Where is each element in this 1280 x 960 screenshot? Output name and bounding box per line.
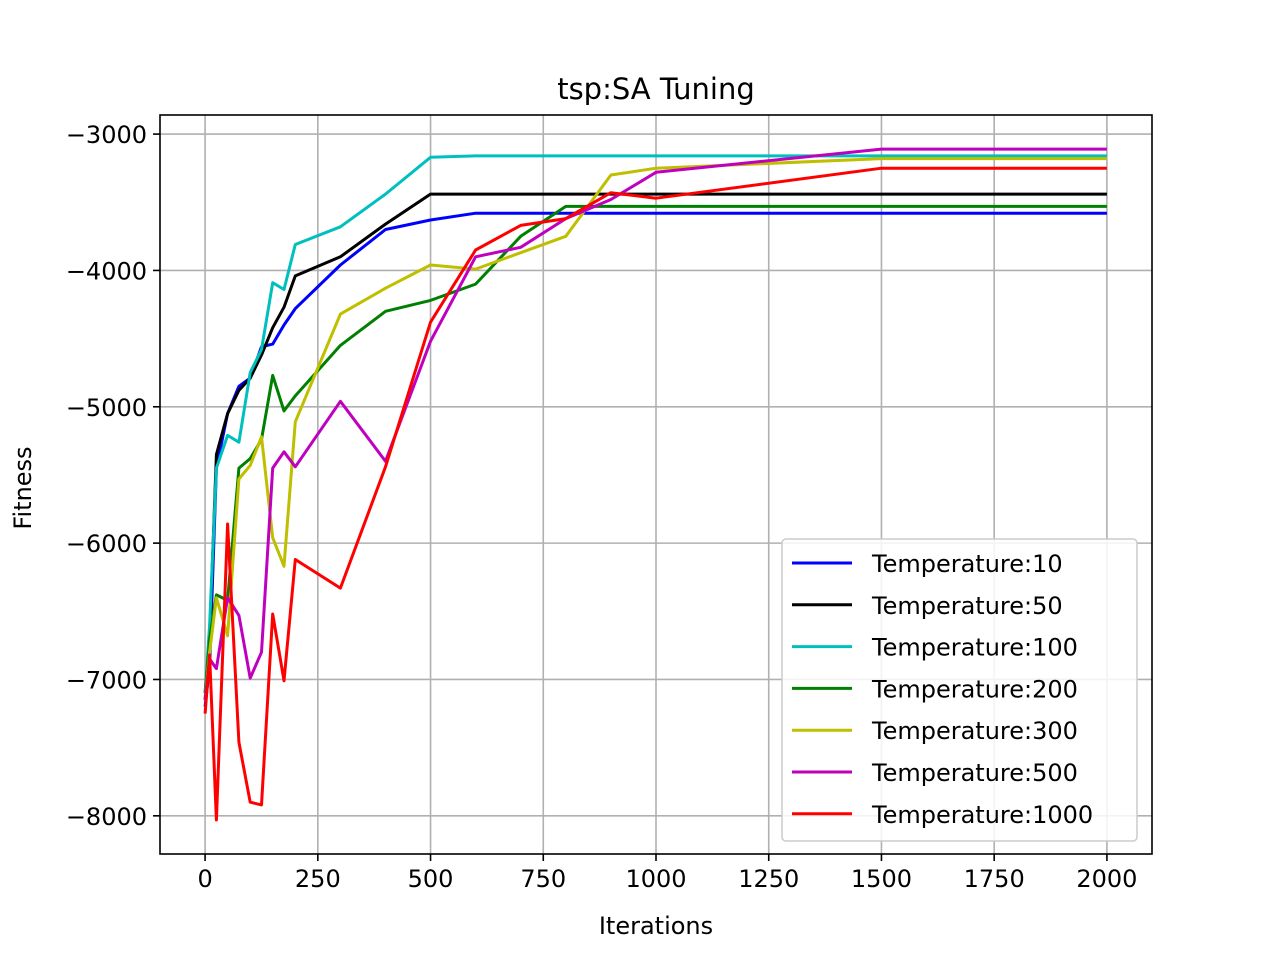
x-axis-label: Iterations [599, 912, 713, 940]
legend-label: Temperature:200 [871, 675, 1078, 703]
y-tick-label: −7000 [66, 666, 147, 694]
series-line-temperature-50 [203, 192, 1107, 701]
y-tick-label: −8000 [66, 803, 147, 831]
series-line-temperature-100 [203, 154, 1107, 694]
y-axis-label: Fitness [9, 446, 37, 529]
series-group [203, 147, 1107, 822]
x-tick-label: 250 [295, 865, 341, 893]
legend-label: Temperature:500 [871, 759, 1078, 787]
legend-label: Temperature:300 [871, 717, 1078, 745]
x-tick-label: 1250 [738, 865, 799, 893]
x-tick-label: 1500 [851, 865, 912, 893]
chart-title: tsp:SA Tuning [557, 72, 755, 106]
x-tick-label: 0 [197, 865, 212, 893]
legend-label: Temperature:10 [871, 550, 1063, 578]
x-tick-label: 2000 [1076, 865, 1137, 893]
y-tick-label: −5000 [66, 394, 147, 422]
x-tick-label: 1000 [625, 865, 686, 893]
legend-label: Temperature:50 [871, 592, 1063, 620]
y-tick-label: −3000 [66, 121, 147, 149]
y-tick-label: −4000 [66, 257, 147, 285]
legend-label: Temperature:1000 [871, 801, 1093, 829]
x-tick-label: 1750 [964, 865, 1025, 893]
y-tick-label: −6000 [66, 530, 147, 558]
legend: Temperature:10 Temperature:50 Temperature:… [781, 538, 1138, 842]
axis-ticks: 0 250 500 750 1000 1250 1500 1750 2000 −8000 −7000… [66, 121, 1138, 893]
x-tick-label: 750 [520, 865, 566, 893]
legend-label: Temperature:100 [871, 634, 1078, 662]
series-line-temperature-500 [203, 147, 1107, 701]
x-tick-label: 500 [408, 865, 454, 893]
series-line-temperature-300 [203, 157, 1107, 701]
legend-box [781, 538, 1138, 842]
series-line-temperature-1000 [203, 166, 1107, 822]
